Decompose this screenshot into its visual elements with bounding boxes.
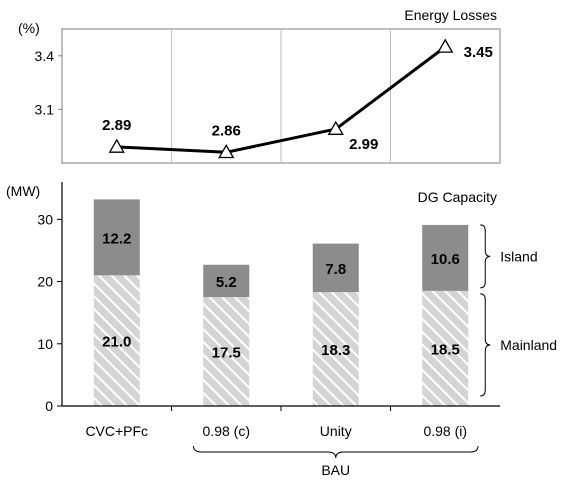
island-bar <box>203 264 250 298</box>
dg-capacity-xtick-label: 0.98 (i) <box>423 423 467 439</box>
bau-brace <box>193 445 479 459</box>
island-brace <box>480 224 491 289</box>
energy-losses-value-label: 2.86 <box>212 122 241 139</box>
energy-losses-ytick-label: 3.1 <box>35 101 55 117</box>
island-value-label: 12.2 <box>102 230 131 247</box>
dg-capacity-ytick-label: 20 <box>37 274 53 290</box>
energy-losses-value-label: 3.45 <box>464 44 493 61</box>
energy-losses-point <box>437 38 454 53</box>
energy-losses-title: Energy Losses <box>404 7 497 23</box>
dg-capacity-ylabel: (MW) <box>6 183 40 199</box>
mainland-legend-label: Mainland <box>500 337 557 353</box>
energy-losses-chart: (%) Energy Losses 3.4 3.1 2.89 2.86 2.99 3.4… <box>18 7 501 164</box>
energy-losses-value-label: 2.89 <box>102 117 131 134</box>
energy-losses-ylabel: (%) <box>18 20 40 36</box>
island-value-label: 5.2 <box>216 274 237 291</box>
island-value-label: 10.6 <box>431 251 460 268</box>
mainland-bar <box>422 290 469 406</box>
dg-capacity-yticks: 30 20 10 0 <box>37 211 62 414</box>
mainland-value-label: 21.0 <box>102 334 131 351</box>
mainland-value-label: 18.5 <box>431 341 460 358</box>
dg-capacity-xtick-label: CVC+PFc <box>85 423 148 439</box>
dg-capacity-bars: 21.0 12.2 17.5 5.2 18.3 7.8 18.5 10.6 <box>93 199 469 406</box>
energy-losses-point <box>327 120 344 135</box>
island-value-label: 7.8 <box>325 261 346 278</box>
island-bar <box>422 224 469 291</box>
energy-losses-line <box>116 45 447 154</box>
energy-losses-ytick-label: 3.4 <box>35 48 55 64</box>
mainland-brace <box>480 293 491 397</box>
energy-losses-yticks: 3.4 3.1 <box>35 48 62 117</box>
bau-label: BAU <box>321 462 350 478</box>
energy-losses-series: 2.89 2.86 2.99 3.45 <box>102 38 493 159</box>
energy-losses-point <box>108 138 125 153</box>
dg-capacity-xtick-label: Unity <box>320 423 352 439</box>
mainland-value-label: 17.5 <box>212 345 241 362</box>
dg-capacity-ytick-label: 30 <box>37 211 53 227</box>
braces: Island Mainland BAU <box>193 224 557 478</box>
dg-capacity-ytick-label: 10 <box>37 336 53 352</box>
island-bar <box>312 243 359 293</box>
dg-capacity-title: DG Capacity <box>418 189 497 205</box>
energy-losses-point <box>218 143 235 159</box>
dg-capacity-xticks: CVC+PFc 0.98 (c) Unity 0.98 (i) <box>85 406 467 439</box>
dg-capacity-ytick-label: 0 <box>45 398 53 414</box>
mainland-bar <box>203 297 250 406</box>
dg-capacity-xtick-label: 0.98 (c) <box>203 423 250 439</box>
island-legend-label: Island <box>500 248 537 264</box>
mainland-bar <box>93 275 140 406</box>
island-bar <box>93 199 140 276</box>
energy-losses-value-label: 2.99 <box>349 136 378 153</box>
mainland-value-label: 18.3 <box>321 342 350 359</box>
dg-capacity-chart: (MW) DG Capacity 21.0 12.2 17.5 5.2 18.3 7.8 1… <box>6 181 557 478</box>
mainland-bar <box>312 292 359 406</box>
